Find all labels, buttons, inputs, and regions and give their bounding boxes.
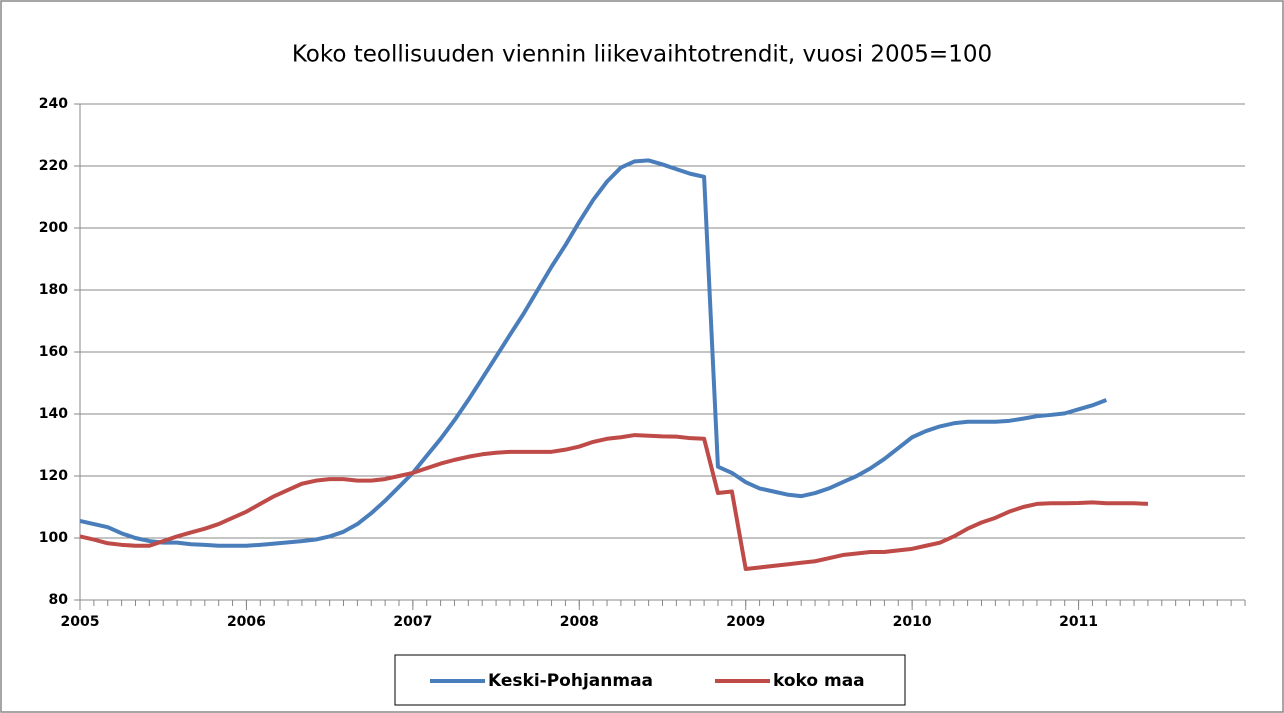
y-tick-label: 120 bbox=[39, 468, 68, 484]
x-tick-label: 2007 bbox=[393, 614, 432, 630]
chart-title: Koko teollisuuden viennin liikevaihtotre… bbox=[292, 42, 992, 68]
series-line bbox=[79, 158, 1108, 548]
x-tick-label: 2005 bbox=[61, 614, 100, 630]
y-tick-label: 80 bbox=[49, 592, 69, 608]
y-tick-label: 180 bbox=[39, 282, 68, 298]
x-tick-label: 2008 bbox=[560, 614, 599, 630]
x-tick-label: 2009 bbox=[726, 614, 765, 630]
x-tick-label: 2011 bbox=[1059, 614, 1098, 630]
y-tick-label: 140 bbox=[39, 406, 68, 422]
x-tick-label: 2010 bbox=[893, 614, 932, 630]
legend-label: Keski-Pohjanmaa bbox=[488, 671, 653, 691]
series-line bbox=[79, 433, 1149, 571]
x-tick-label: 2006 bbox=[227, 614, 266, 630]
y-tick-label: 240 bbox=[39, 96, 68, 112]
y-tick-label: 160 bbox=[39, 344, 68, 360]
legend-label: koko maa bbox=[773, 671, 865, 691]
y-tick-label: 220 bbox=[39, 158, 68, 174]
y-tick-label: 200 bbox=[39, 220, 68, 236]
y-tick-label: 100 bbox=[39, 530, 68, 546]
